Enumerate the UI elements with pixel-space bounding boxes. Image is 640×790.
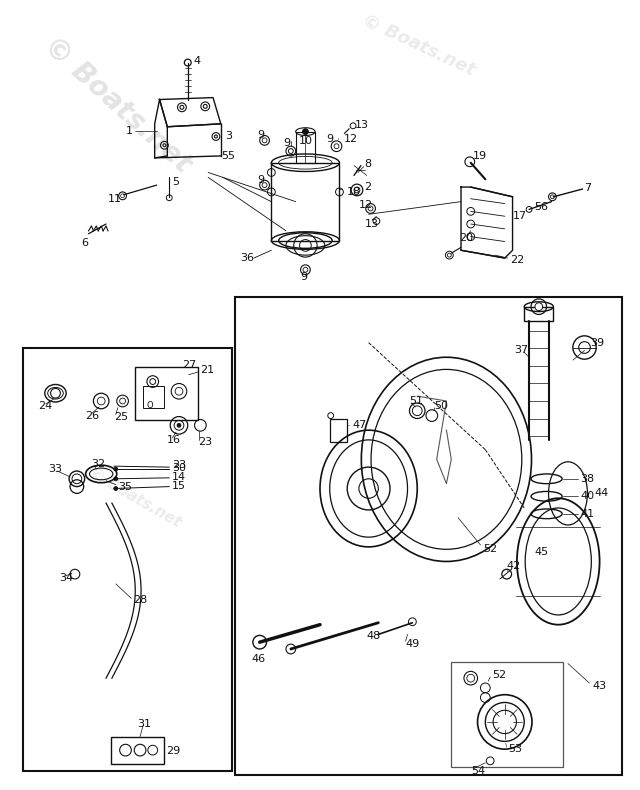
Text: 14: 14 [172, 472, 186, 482]
Circle shape [114, 487, 118, 491]
Text: 19: 19 [473, 151, 487, 161]
Text: 56: 56 [534, 201, 548, 212]
Text: 49: 49 [406, 639, 420, 649]
Text: 47: 47 [352, 420, 366, 431]
Text: 8: 8 [364, 159, 371, 169]
Text: 2: 2 [364, 182, 371, 192]
Text: 45: 45 [534, 547, 548, 557]
Text: 16: 16 [167, 435, 181, 445]
Text: 7: 7 [584, 183, 591, 193]
Text: 4: 4 [193, 55, 201, 66]
Text: 33: 33 [48, 464, 61, 474]
Text: 46: 46 [252, 653, 266, 664]
Text: 29: 29 [166, 746, 180, 756]
Text: 55: 55 [221, 151, 235, 161]
Text: 25: 25 [114, 412, 128, 422]
Text: 9: 9 [257, 175, 264, 185]
Text: © Boats.net: © Boats.net [38, 32, 196, 179]
Text: O: O [147, 401, 154, 410]
Text: 18: 18 [348, 187, 362, 197]
Bar [143, 386, 164, 408]
Circle shape [303, 129, 308, 134]
Circle shape [163, 144, 166, 147]
Bar [24, 348, 232, 770]
Circle shape [214, 135, 218, 138]
Text: 10: 10 [299, 137, 312, 146]
Text: 53: 53 [508, 744, 522, 754]
Text: 1: 1 [125, 126, 132, 136]
Text: 34: 34 [60, 573, 74, 583]
Text: 22: 22 [509, 255, 524, 265]
Text: 9: 9 [301, 273, 308, 283]
Text: 40: 40 [580, 491, 595, 502]
Text: 52: 52 [492, 670, 506, 680]
Text: 32: 32 [92, 459, 106, 469]
Bar [451, 662, 563, 766]
Bar [330, 419, 348, 442]
Text: 44: 44 [595, 488, 609, 498]
Circle shape [114, 477, 118, 481]
Text: 23: 23 [198, 437, 212, 447]
Text: © Boats.net: © Boats.net [86, 465, 184, 530]
Text: 51: 51 [410, 396, 424, 406]
Text: 43: 43 [592, 681, 607, 691]
Text: © Boats.net: © Boats.net [359, 11, 477, 79]
Text: 30: 30 [172, 463, 186, 473]
Circle shape [180, 105, 184, 109]
Text: 15: 15 [172, 480, 186, 491]
Bar [111, 736, 164, 764]
Circle shape [150, 378, 156, 385]
Text: 28: 28 [133, 596, 148, 605]
Text: 5: 5 [172, 177, 179, 187]
Text: 9: 9 [257, 130, 264, 140]
Text: 12: 12 [359, 200, 373, 209]
Bar [524, 307, 554, 322]
Text: 9: 9 [326, 134, 333, 145]
Text: 52: 52 [483, 544, 497, 554]
Bar [135, 367, 198, 420]
Circle shape [114, 467, 118, 471]
Text: 26: 26 [84, 411, 99, 420]
Text: 35: 35 [118, 482, 132, 491]
Text: 31: 31 [137, 719, 151, 729]
Text: 27: 27 [182, 360, 196, 370]
Text: 41: 41 [580, 509, 595, 519]
Text: 20: 20 [459, 232, 473, 243]
Text: 13: 13 [355, 120, 369, 130]
Text: 3: 3 [225, 131, 232, 141]
Bar [236, 297, 623, 776]
Text: 50: 50 [434, 401, 448, 411]
Text: 23: 23 [172, 461, 186, 470]
Text: 9: 9 [283, 138, 290, 149]
Text: 39: 39 [590, 337, 604, 348]
Circle shape [177, 423, 181, 427]
Text: 13: 13 [365, 219, 379, 229]
Text: 38: 38 [580, 474, 595, 483]
Text: 42: 42 [507, 562, 521, 571]
Bar [296, 132, 315, 163]
Circle shape [204, 104, 207, 108]
Text: 11: 11 [108, 194, 122, 204]
Text: 54: 54 [471, 766, 485, 776]
Text: 24: 24 [38, 401, 52, 411]
Circle shape [535, 303, 543, 310]
Text: 37: 37 [515, 345, 529, 356]
Text: 21: 21 [200, 365, 214, 375]
Text: 12: 12 [343, 134, 358, 145]
Circle shape [262, 138, 267, 143]
Text: 36: 36 [240, 253, 254, 263]
Text: 48: 48 [367, 631, 381, 641]
Text: 6: 6 [82, 239, 89, 249]
Text: 17: 17 [513, 211, 527, 221]
